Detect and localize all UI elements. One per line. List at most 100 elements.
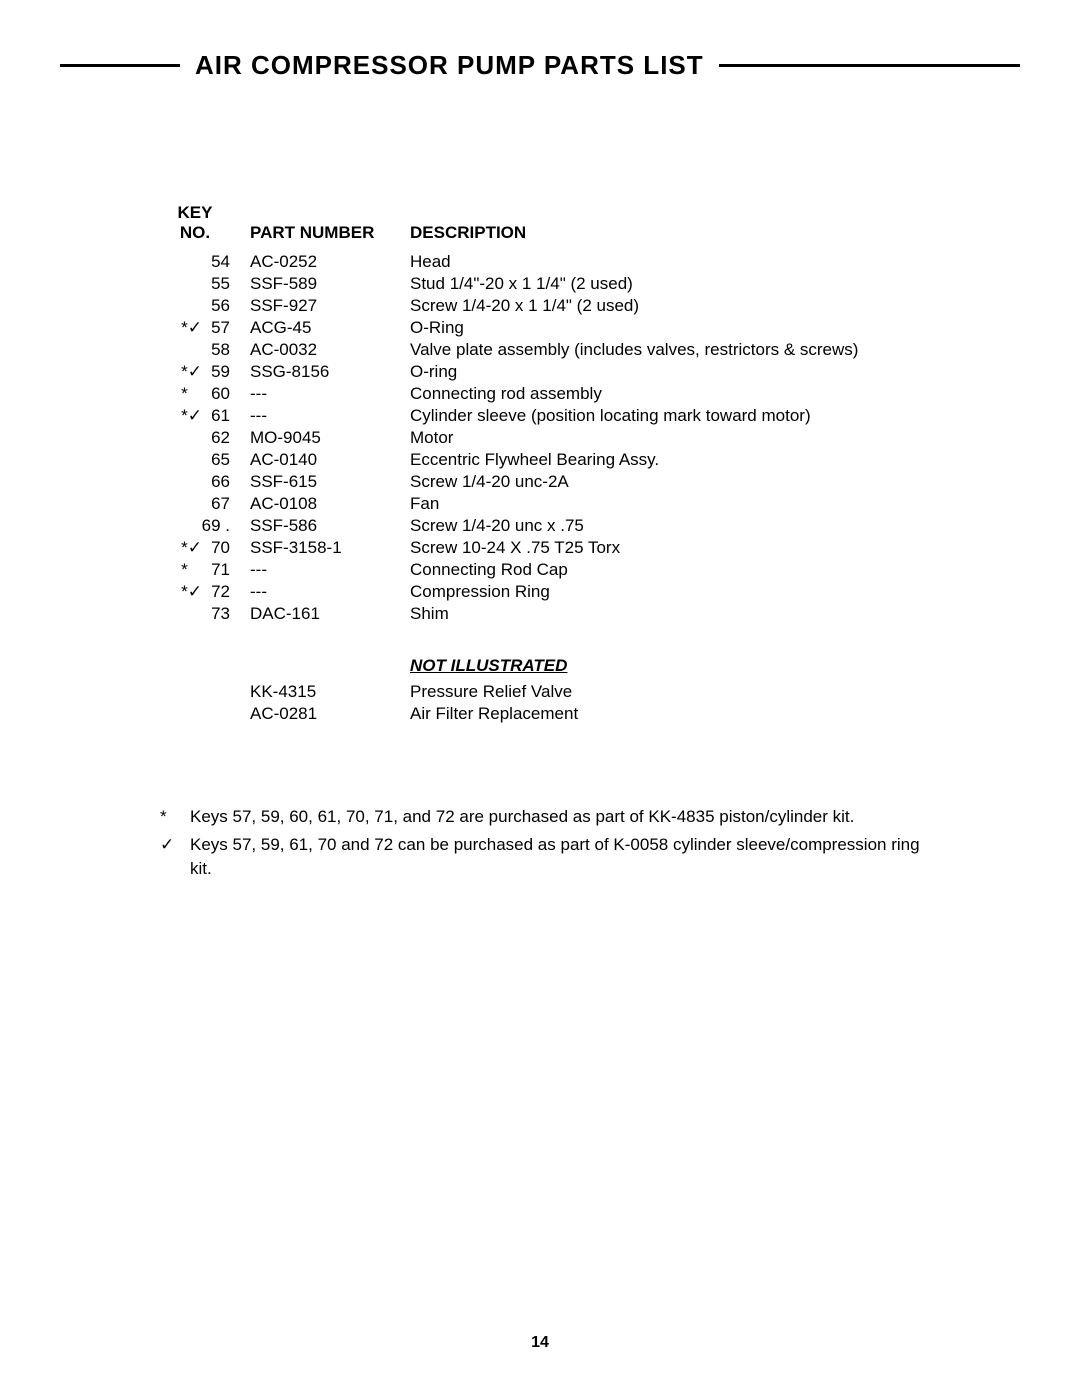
key-number: 69 .	[202, 516, 230, 535]
key-number: 57	[211, 318, 230, 337]
table-row: 62MO-9045Motor	[160, 427, 910, 449]
key-number: 54	[211, 252, 230, 271]
parts-list-container: KEY NO. PART NUMBER DESCRIPTION 54AC-025…	[160, 201, 960, 725]
key-cell: *✓57	[160, 317, 250, 339]
part-number-cell: ---	[250, 383, 410, 405]
page-title: AIR COMPRESSOR PUMP PARTS LIST	[180, 50, 719, 81]
key-number: 73	[211, 604, 230, 623]
marker: *	[181, 384, 211, 404]
part-number-cell: KK-4315	[250, 681, 410, 703]
description-cell: Motor	[410, 427, 910, 449]
key-number: 58	[211, 340, 230, 359]
description-cell: O-ring	[410, 361, 910, 383]
key-cell: 66	[160, 471, 250, 493]
table-row: *✓61---Cylinder sleeve (position locatin…	[160, 405, 910, 427]
key-cell: 56	[160, 295, 250, 317]
marker: *✓	[181, 538, 211, 558]
table-row: *60---Connecting rod assembly	[160, 383, 910, 405]
table-row: *✓59SSG-8156O-ring	[160, 361, 910, 383]
part-number-cell: MO-9045	[250, 427, 410, 449]
part-number-cell: AC-0252	[250, 251, 410, 273]
table-row: *✓72---Compression Ring	[160, 581, 910, 603]
key-number: 55	[211, 274, 230, 293]
table-row: 58 AC-0032Valve plate assembly (includes …	[160, 339, 910, 361]
key-cell	[160, 681, 250, 703]
marker: *✓	[181, 406, 211, 426]
key-number: 59	[211, 362, 230, 381]
table-row: *✓57ACG-45O-Ring	[160, 317, 910, 339]
description-cell: Stud 1/4"-20 x 1 1/4" (2 used)	[410, 273, 910, 295]
header-key-line1: KEY	[178, 203, 213, 222]
key-cell: *✓61	[160, 405, 250, 427]
table-row: 66SSF-615Screw 1/4-20 unc-2A	[160, 471, 910, 493]
description-cell: Screw 1/4-20 x 1 1/4" (2 used)	[410, 295, 910, 317]
table-row: AC-0281Air Filter Replacement	[160, 703, 910, 725]
header-key: KEY NO.	[160, 201, 250, 251]
marker: *✓	[181, 362, 211, 382]
description-cell: Eccentric Flywheel Bearing Assy.	[410, 449, 910, 471]
description-cell: Head	[410, 251, 910, 273]
description-cell: Connecting Rod Cap	[410, 559, 910, 581]
key-number: 72	[211, 582, 230, 601]
marker: *	[181, 560, 211, 580]
key-cell: 73	[160, 603, 250, 625]
key-cell: *✓59	[160, 361, 250, 383]
part-number-cell: SSF-3158-1	[250, 537, 410, 559]
description-cell: Screw 1/4-20 unc x .75	[410, 515, 910, 537]
table-row: *71---Connecting Rod Cap	[160, 559, 910, 581]
key-number: 71	[211, 560, 230, 579]
description-cell: O-Ring	[410, 317, 910, 339]
key-cell: *71	[160, 559, 250, 581]
key-cell: *✓70	[160, 537, 250, 559]
key-cell: *✓72	[160, 581, 250, 603]
description-cell: Shim	[410, 603, 910, 625]
key-cell	[160, 703, 250, 725]
description-cell: Valve plate assembly (includes valves, r…	[410, 339, 910, 361]
footnote-row: *Keys 57, 59, 60, 61, 70, 71, and 72 are…	[160, 805, 920, 829]
parts-table: KEY NO. PART NUMBER DESCRIPTION 54AC-025…	[160, 201, 910, 625]
description-cell: Screw 10-24 X .75 T25 Torx	[410, 537, 910, 559]
table-row: 56 SSF-927Screw 1/4-20 x 1 1/4" (2 used)	[160, 295, 910, 317]
part-number-cell: AC-0140	[250, 449, 410, 471]
table-row: 55 SSF-589Stud 1/4"-20 x 1 1/4" (2 used)	[160, 273, 910, 295]
key-number: 56	[211, 296, 230, 315]
not-illustrated-heading: NOT ILLUSTRATED	[410, 656, 890, 676]
part-number-cell: ---	[250, 559, 410, 581]
footnote-marker: *	[160, 805, 190, 829]
table-row: 65 AC-0140Eccentric Flywheel Bearing Assy…	[160, 449, 910, 471]
description-cell: Pressure Relief Valve	[410, 681, 910, 703]
table-row: KK-4315Pressure Relief Valve	[160, 681, 910, 703]
title-rule-left	[60, 64, 180, 67]
key-number: 67	[211, 494, 230, 513]
part-number-cell: SSF-589	[250, 273, 410, 295]
part-number-cell: ACG-45	[250, 317, 410, 339]
key-number: 65	[211, 450, 230, 469]
part-number-cell: DAC-161	[250, 603, 410, 625]
marker: *✓	[181, 582, 211, 602]
table-row: 54 AC-0252Head	[160, 251, 910, 273]
key-number: 60	[211, 384, 230, 403]
part-number-cell: AC-0032	[250, 339, 410, 361]
key-cell: 62	[160, 427, 250, 449]
table-row: 69 . SSF-586Screw 1/4-20 unc x .75	[160, 515, 910, 537]
key-cell: 58	[160, 339, 250, 361]
part-number-cell: AC-0108	[250, 493, 410, 515]
description-cell: Compression Ring	[410, 581, 910, 603]
footnote-text: Keys 57, 59, 61, 70 and 72 can be purcha…	[190, 833, 920, 881]
key-number: 61	[211, 406, 230, 425]
key-cell: 67	[160, 493, 250, 515]
description-cell: Fan	[410, 493, 910, 515]
key-cell: *60	[160, 383, 250, 405]
description-cell: Screw 1/4-20 unc-2A	[410, 471, 910, 493]
description-cell: Air Filter Replacement	[410, 703, 910, 725]
title-rule-right	[719, 64, 1020, 67]
part-number-cell: SSF-586	[250, 515, 410, 537]
header-description: DESCRIPTION	[410, 201, 910, 251]
description-cell: Cylinder sleeve (position locating mark …	[410, 405, 910, 427]
key-number: 70	[211, 538, 230, 557]
header-key-line2: NO.	[180, 223, 210, 242]
page-number: 14	[531, 1334, 549, 1352]
not-illustrated-table: NOT ILLUSTRATED KK-4315Pressure Relief V…	[160, 625, 910, 725]
part-number-cell: SSF-927	[250, 295, 410, 317]
part-number-cell: ---	[250, 581, 410, 603]
